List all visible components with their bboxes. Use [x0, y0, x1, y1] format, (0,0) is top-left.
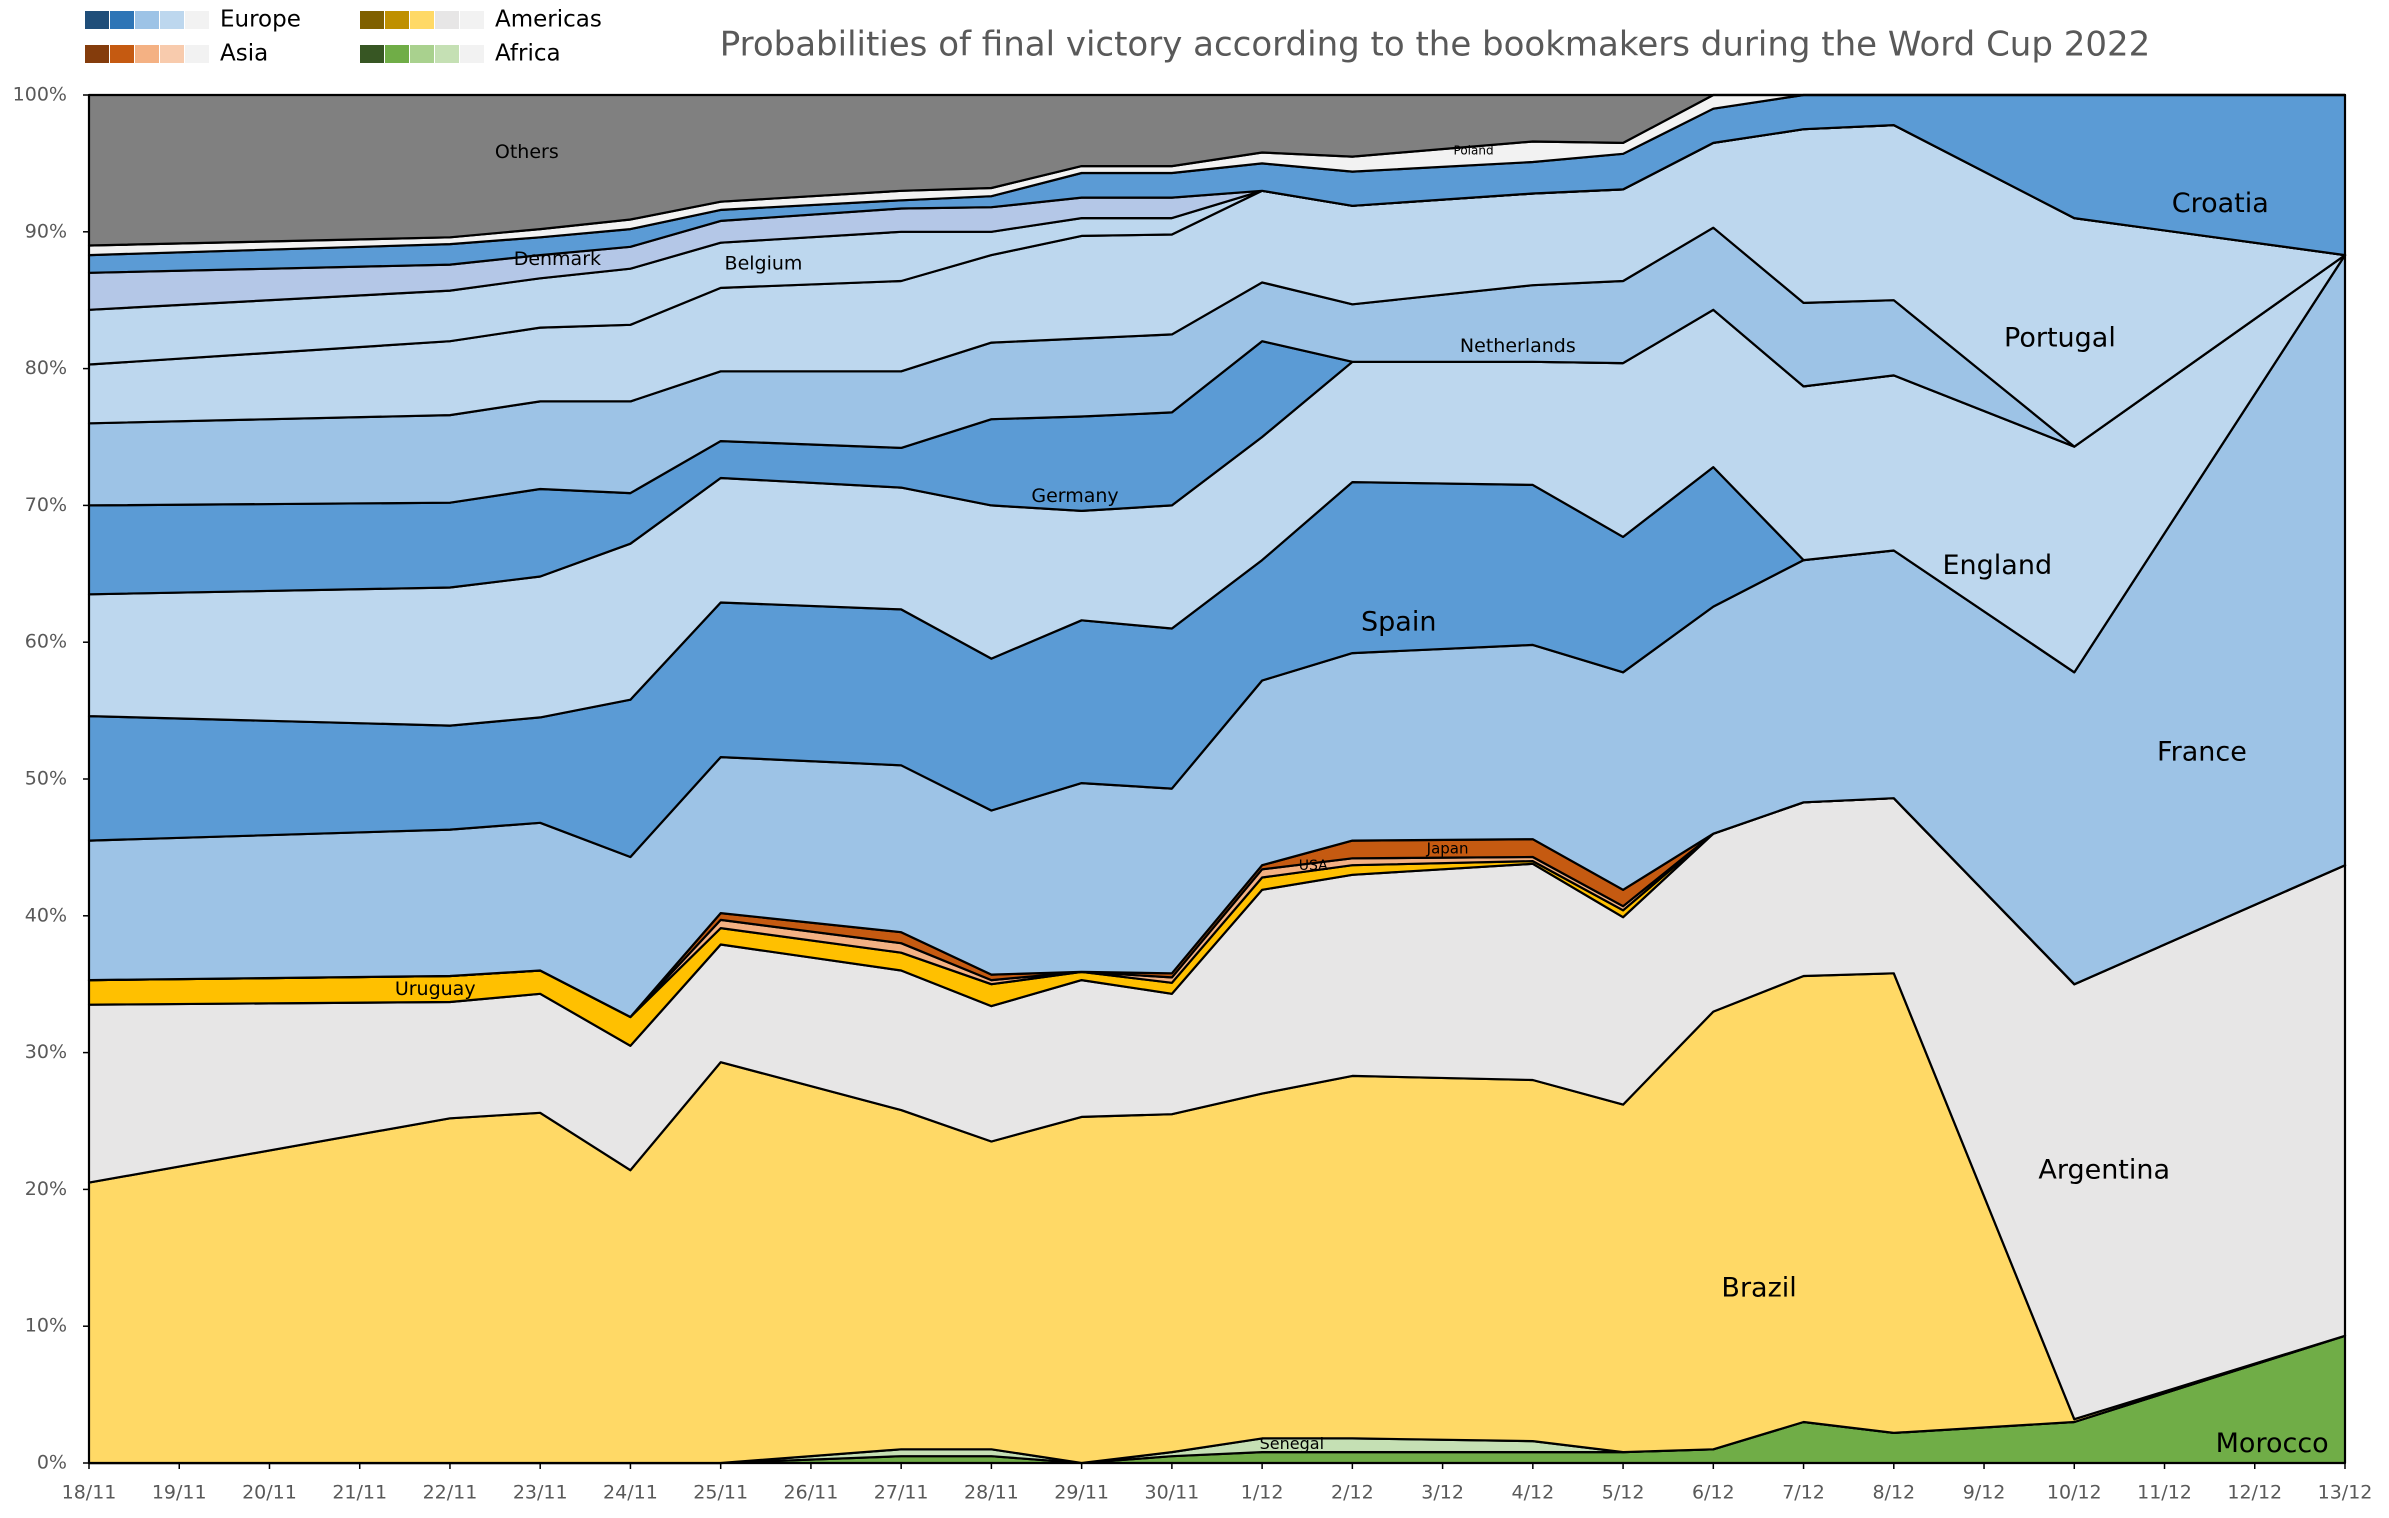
chart-title: Probabilities of final victory according… [720, 25, 2151, 65]
legend-swatch [160, 11, 184, 29]
legend-swatch [410, 11, 434, 29]
series-label: Japan [1426, 840, 1469, 858]
legend-label: Americas [495, 7, 602, 33]
y-tick-label: 40% [25, 904, 67, 926]
legend-swatch [85, 11, 109, 29]
series-label: Brazil [1721, 1272, 1796, 1303]
y-tick-label: 10% [25, 1315, 67, 1337]
x-tick-label: 12/12 [2227, 1482, 2282, 1504]
legend-swatch [385, 45, 409, 63]
series-label: Argentina [2038, 1155, 2170, 1186]
series-label: Croatia [2172, 188, 2269, 219]
series-label: Denmark [514, 248, 601, 270]
x-tick-label: 10/12 [2047, 1482, 2102, 1504]
x-tick-label: 23/11 [513, 1482, 568, 1504]
x-tick-label: 8/12 [1872, 1482, 1915, 1504]
y-tick-label: 30% [25, 1041, 67, 1063]
legend-swatch [435, 45, 459, 63]
x-tick-label: 13/12 [2318, 1482, 2373, 1504]
legend-swatch [385, 11, 409, 29]
legend-label: Asia [220, 41, 268, 67]
legend-swatch [135, 11, 159, 29]
x-tick-label: 1/12 [1241, 1482, 1284, 1504]
legend-swatch [360, 45, 384, 63]
legend-swatch [460, 11, 484, 29]
legend-swatch [135, 45, 159, 63]
series-label: Senegal [1260, 1434, 1324, 1453]
x-tick-label: 11/12 [2137, 1482, 2192, 1504]
y-tick-label: 20% [25, 1178, 67, 1200]
series-label: Uruguay [395, 978, 476, 1000]
y-tick-label: 0% [37, 1452, 67, 1474]
x-tick-label: 30/11 [1144, 1482, 1199, 1504]
series-label: Germany [1031, 485, 1118, 507]
legend-swatch [185, 45, 209, 63]
legend-swatch [110, 45, 134, 63]
x-tick-label: 5/12 [1602, 1482, 1645, 1504]
x-tick-label: 28/11 [964, 1482, 1019, 1504]
legend-swatch [435, 11, 459, 29]
legend-label: Africa [495, 41, 561, 67]
series-label: Netherlands [1460, 335, 1576, 357]
series-label: Belgium [725, 253, 803, 275]
x-tick-label: 9/12 [1963, 1482, 2006, 1504]
x-tick-label: 26/11 [784, 1482, 839, 1504]
series-label: Portugal [2004, 322, 2116, 353]
series-label: Morocco [2216, 1428, 2329, 1459]
x-tick-label: 20/11 [242, 1482, 297, 1504]
legend-swatch [410, 45, 434, 63]
series-label: England [1943, 550, 2053, 581]
series-label: Others [495, 141, 559, 163]
x-tick-label: 21/11 [332, 1482, 387, 1504]
y-tick-label: 70% [25, 494, 67, 516]
x-tick-label: 4/12 [1512, 1482, 1555, 1504]
x-tick-label: 2/12 [1331, 1482, 1374, 1504]
x-tick-label: 6/12 [1692, 1482, 1735, 1504]
y-tick-label: 50% [25, 768, 67, 790]
y-tick-label: 80% [25, 357, 67, 379]
series-label: Poland [1454, 144, 1494, 158]
x-tick-label: 25/11 [693, 1482, 748, 1504]
legend-swatch [110, 11, 134, 29]
x-tick-label: 19/11 [152, 1482, 207, 1504]
x-tick-label: 27/11 [874, 1482, 929, 1504]
x-tick-label: 24/11 [603, 1482, 658, 1504]
series-label: Spain [1361, 607, 1436, 638]
x-tick-label: 7/12 [1782, 1482, 1825, 1504]
legend-label: Europe [220, 7, 301, 33]
y-tick-label: 60% [25, 631, 67, 653]
series-label: USA [1299, 858, 1328, 874]
y-tick-label: 100% [13, 84, 67, 106]
legend-swatch [360, 11, 384, 29]
legend-swatch [160, 45, 184, 63]
y-tick-label: 90% [25, 220, 67, 242]
x-tick-label: 18/11 [62, 1482, 117, 1504]
series-label: France [2157, 736, 2247, 767]
x-tick-label: 29/11 [1054, 1482, 1109, 1504]
x-tick-label: 3/12 [1421, 1482, 1464, 1504]
legend-swatch [85, 45, 109, 63]
legend-swatch [460, 45, 484, 63]
legend-swatch [185, 11, 209, 29]
area [87, 93, 2347, 247]
x-tick-label: 22/11 [423, 1482, 478, 1504]
